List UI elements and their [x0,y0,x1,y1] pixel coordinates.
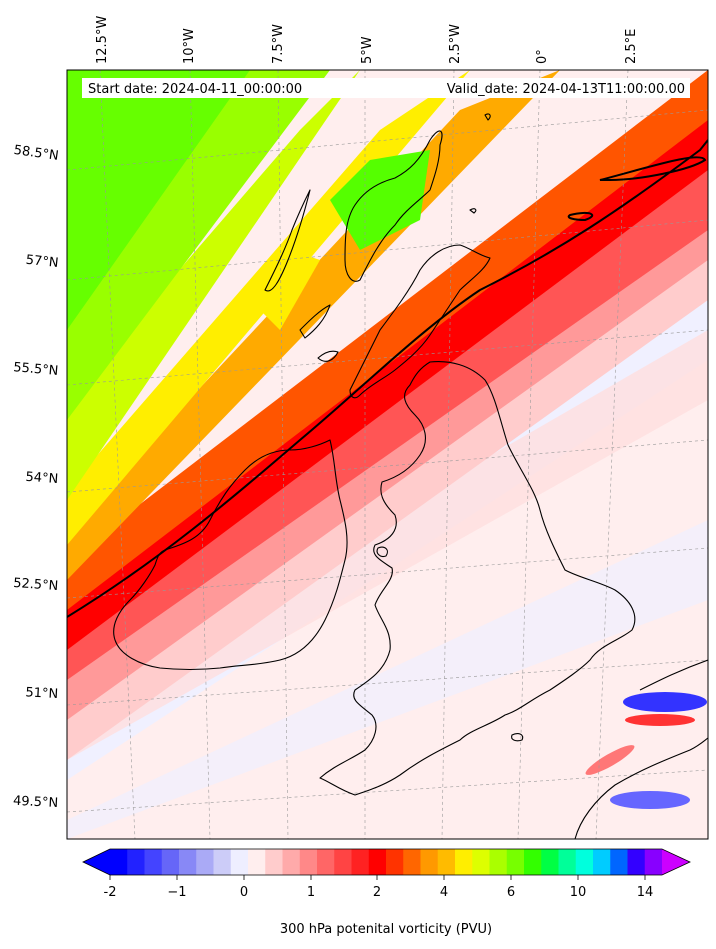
colorbar-tick-3: 1 [307,885,315,900]
start-date-label: Start date: 2024-04-11_00:00:00 [88,82,302,97]
colorbar-swatch [282,849,301,875]
colorbar-swatch [161,849,180,875]
coast-orkney [469,113,491,214]
colorbar-swatches [110,849,663,875]
pv-band-6 [67,70,360,500]
pv-anomaly-red-2 [585,745,635,775]
pv-anomaly-blue [623,692,707,712]
colorbar-tick-7: 10 [570,885,587,900]
pv-band-8 [67,70,250,330]
coast-isle-of-man [376,546,388,557]
colorbar-swatch [299,849,318,875]
pv-anomaly-blue-2 [610,791,690,809]
colorbar-swatch [110,849,128,875]
pv-patch-green [330,150,430,250]
pv-band-light-blue-south [67,520,708,839]
lon-label-7-5w: 7.5°W [271,24,286,64]
coast-ireland [113,439,348,671]
colorbar-swatch [472,849,490,875]
colorbar-swatch [437,849,456,875]
colorbar-swatch [351,849,370,875]
pv-anomaly-red [625,714,695,726]
colorbar-swatch [558,849,577,875]
lat-label-54n: 54°N [25,470,59,487]
coast-hebrides [264,189,339,362]
colorbar-swatch [541,849,559,875]
coast-continent [639,659,708,691]
colorbar-tick-0: -2 [104,885,117,900]
longitude-labels: 12.5°W 10°W 7.5°W 5°W 2.5°W 0° 2.5°E [95,16,639,64]
colorbar-swatch [524,849,542,875]
colorbar-swatch [593,849,611,875]
colorbar-swatch [334,849,352,875]
lon-label-10w: 10°W [182,28,197,64]
pv-band-4 [67,70,560,580]
colorbar-swatch [627,849,646,875]
colorbar-swatch [265,849,283,875]
pv-patch-yellow [250,250,320,330]
lon-label-12-5w: 12.5°W [95,16,110,64]
colorbar-tick-8: 14 [637,885,654,900]
colorbar-swatch [368,849,387,875]
pv-contour-line [67,139,708,618]
colorbar-swatch [455,849,473,875]
colorbar-tick-4: 2 [373,885,381,900]
date-info-box [82,78,690,98]
colorbar-over-arrow [662,849,690,875]
lon-label-5w: 5°W [360,36,375,64]
colorbar-swatch [196,849,214,875]
lat-label-49-5n: 49.5°N [13,794,59,811]
colorbar-swatch [213,849,232,875]
lat-label-52-5n: 52.5°N [13,576,59,594]
map-frame [66,69,709,840]
pv-band-3 [67,70,708,610]
valid-date-label: Valid_date: 2024-04-13T11:00:00.00 [447,82,685,97]
colorbar-swatch [248,849,266,875]
lon-label-2-5w: 2.5°W [448,24,463,64]
pv-band-2 [67,110,708,650]
lon-label-0: 0° [535,49,550,64]
colorbar-swatch [230,849,249,875]
colorbar-tick-5: 4 [440,885,448,900]
lat-label-58-5n: 58.5°N [13,143,60,164]
colorbar-swatch [127,849,145,875]
lat-label-57n: 57°N [25,253,59,271]
colorbar-ticks [109,875,646,880]
coastlines [113,113,708,839]
colorbar-title: 300 hPa potenital vorticity (PVU) [280,922,492,937]
colorbar-swatch [403,849,421,875]
coast-scotland [344,130,491,399]
map-panel [67,70,708,839]
colorbar-swatch [179,849,197,875]
colorbar-swatch [144,849,163,875]
lat-label-51n: 51°N [25,685,59,702]
coast-great-britain [319,361,636,796]
colorbar-tick-6: 6 [507,885,515,900]
colorbar-swatch [317,849,335,875]
lat-label-55-5n: 55.5°N [13,360,59,379]
lon-label-2-5e: 2.5°E [624,29,639,64]
pv-band-pink [67,330,708,760]
coast-france [574,737,708,839]
coast-isle-of-wight [511,733,524,742]
colorbar-swatch [386,849,404,875]
colorbar-swatch [489,849,508,875]
colorbar-under-arrow [83,849,110,875]
colorbar-swatch [575,849,594,875]
latitude-labels: 58.5°N 57°N 55.5°N 54°N 52.5°N 51°N 49.5… [13,143,60,811]
colorbar: -2 −1 0 1 2 4 6 10 14 300 hPa potenital … [82,848,691,937]
colorbar-swatch [610,849,628,875]
colorbar-swatch [506,849,525,875]
colorbar-tick-2: 0 [240,885,248,900]
colorbar-swatch [420,849,439,875]
colorbar-swatch [644,849,663,875]
colorbar-tick-1: −1 [167,885,186,900]
